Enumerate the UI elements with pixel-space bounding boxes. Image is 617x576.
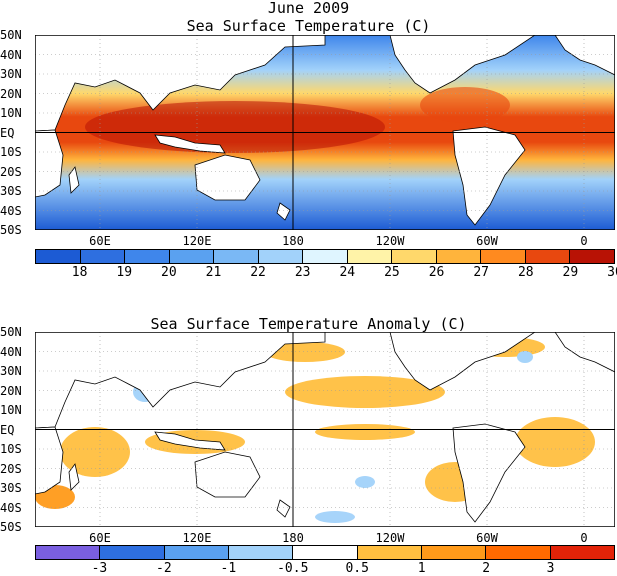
- lat-label: 50N: [0, 28, 22, 42]
- lon-label: 60E: [89, 234, 111, 248]
- anomaly-map: [35, 332, 615, 527]
- lat-label: 20N: [0, 86, 22, 101]
- lat-label: 10S: [0, 145, 22, 159]
- sst-panel-title: Sea Surface Temperature (C): [186, 17, 431, 35]
- colorbar-label: 18: [71, 265, 88, 280]
- map-title: June 2009: [267, 0, 350, 17]
- new-zealand: [276, 202, 291, 221]
- lat-label: 30S: [0, 184, 22, 198]
- lat-label: 50N: [0, 325, 22, 339]
- colorbar-swatch: [228, 546, 294, 559]
- lat-label: 30N: [0, 67, 22, 81]
- lat-label: 40S: [0, 203, 22, 218]
- lat-label: 40N: [0, 344, 22, 359]
- colorbar-swatch: [421, 546, 487, 559]
- lon-label: 0: [580, 531, 588, 545]
- colorbar-label: 1: [417, 561, 426, 576]
- sst-colorbar: [35, 249, 615, 264]
- colorbar-swatch: [392, 250, 437, 263]
- colorbar-swatch: [214, 250, 259, 263]
- lat-label: 10N: [0, 403, 22, 417]
- colorbar-label: -3: [91, 561, 108, 576]
- colorbar-label: -1: [220, 561, 237, 576]
- anomaly-colorbar: [35, 545, 615, 560]
- colorbar-label: -2: [156, 561, 172, 576]
- lon-label: 120E: [182, 234, 212, 248]
- colorbar-swatch: [80, 250, 126, 263]
- colorbar-label: 0.5: [345, 561, 369, 576]
- lon-label: 180: [282, 531, 304, 545]
- colorbar-label: 19: [116, 265, 133, 280]
- lat-label: 20S: [0, 461, 22, 476]
- lon-label: 0: [580, 234, 588, 248]
- lon-label: 120W: [375, 234, 405, 248]
- lat-label: 20S: [0, 164, 22, 179]
- madagascar: [68, 166, 80, 194]
- colorbar-label: 27: [473, 265, 489, 280]
- colorbar-swatch: [36, 546, 101, 559]
- colorbar-label: 28: [517, 265, 534, 280]
- lon-label: 60W: [476, 531, 498, 545]
- colorbar-swatch: [100, 546, 165, 559]
- atlantic-warm: [420, 87, 510, 123]
- lon-label: 120E: [182, 531, 212, 545]
- lat-label: 20N: [0, 383, 22, 398]
- colorbar-label: 29: [562, 265, 579, 280]
- colorbar-swatch: [303, 250, 348, 263]
- lat-label: 50S: [0, 223, 22, 237]
- africa-south: [35, 129, 64, 198]
- colorbar-label: 25: [384, 265, 400, 280]
- lat-label: EQ: [0, 422, 15, 437]
- lat-label: EQ: [0, 125, 15, 140]
- map-grid: [35, 35, 615, 230]
- colorbar-swatch: [570, 250, 614, 263]
- colorbar-swatch: [525, 250, 571, 263]
- colorbar-swatch: [164, 546, 229, 559]
- colorbar-label: 30: [607, 265, 617, 280]
- land-outlines: [35, 332, 615, 523]
- anomaly-panel-title: Sea Surface Temperature Anomaly (C): [150, 315, 467, 333]
- colorbar-label: 20: [161, 265, 177, 280]
- colorbar-swatch: [293, 546, 358, 559]
- colorbar-swatch: [258, 250, 304, 263]
- lon-label: 120W: [375, 531, 405, 545]
- north-america: [389, 35, 536, 94]
- eurasia-africa: [35, 35, 326, 132]
- colorbar-swatch: [486, 546, 551, 559]
- colorbar-swatch: [357, 546, 422, 559]
- greenland-europe: [554, 35, 615, 76]
- colorbar-swatch: [36, 250, 81, 263]
- colorbar-label: 26: [428, 265, 445, 280]
- lat-label: 10S: [0, 442, 22, 456]
- sst-map: [35, 35, 615, 230]
- australia: [194, 154, 261, 201]
- colorbar-swatch: [481, 250, 526, 263]
- lon-label: 60E: [89, 531, 111, 545]
- lon-label: 180: [282, 234, 304, 248]
- colorbar-label: 21: [205, 265, 222, 280]
- land-masses: [35, 35, 615, 226]
- map-grid: [35, 332, 615, 527]
- indonesia: [154, 134, 226, 154]
- lon-label: 60W: [476, 234, 498, 248]
- colorbar-swatch: [550, 546, 614, 559]
- colorbar-label: -0.5: [277, 561, 309, 576]
- colorbar-label: 2: [482, 561, 491, 576]
- colorbar-label: 22: [250, 265, 266, 280]
- lat-label: 40S: [0, 500, 22, 515]
- lat-label: 30N: [0, 364, 22, 378]
- warm-pool: [85, 101, 385, 153]
- colorbar-label: 24: [339, 265, 356, 280]
- colorbar-label: 3: [546, 561, 555, 576]
- colorbar-swatch: [347, 250, 393, 263]
- colorbar-swatch: [436, 250, 482, 263]
- lat-label: 40N: [0, 47, 22, 62]
- lat-label: 10N: [0, 106, 22, 120]
- lat-label: 50S: [0, 520, 22, 534]
- colorbar-label: 23: [294, 265, 311, 280]
- colorbar-swatch: [169, 250, 215, 263]
- colorbar-swatch: [125, 250, 170, 263]
- lat-label: 30S: [0, 481, 22, 495]
